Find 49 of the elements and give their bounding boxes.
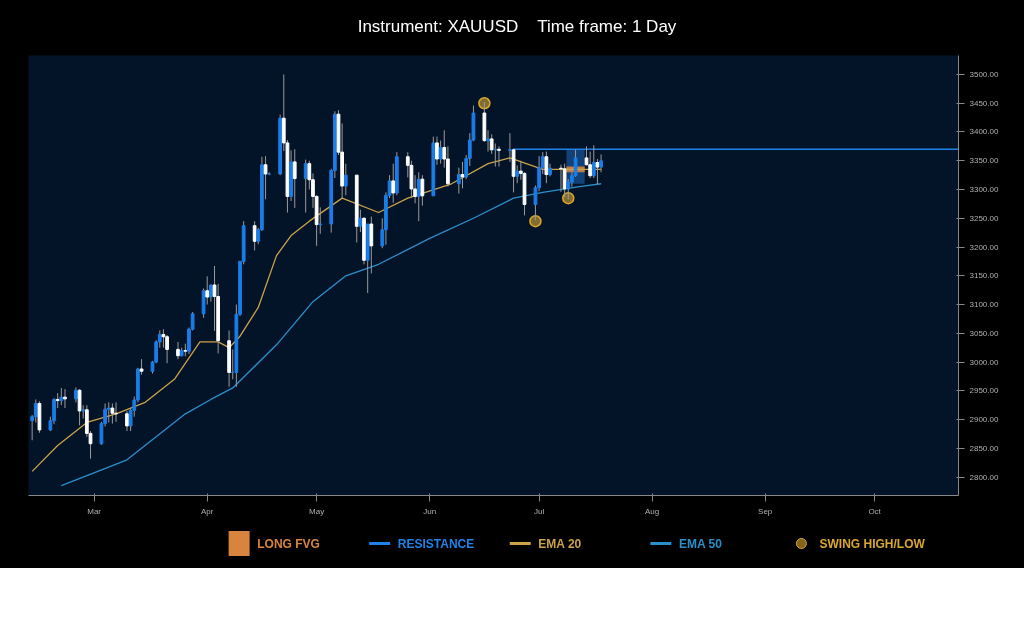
x-tick-label: Aug — [645, 506, 660, 516]
candlestick — [125, 410, 129, 432]
point — [529, 214, 542, 228]
x-tick-label: Sep — [758, 506, 773, 516]
y-tick-label: 3300.00 — [969, 185, 999, 195]
x-tick-label: Apr — [200, 506, 214, 516]
candlestick — [435, 136, 439, 166]
y-tick-label: 2900.00 — [969, 415, 999, 425]
chart-title: Instrument: XAUUSD Time frame: 1 Day — [357, 17, 677, 36]
legend-label: EMA 20 — [538, 536, 582, 551]
legend-label: SWING HIGH/LOW — [819, 536, 926, 551]
legend-label: LONG FVG — [257, 536, 320, 551]
y-tick-label: 3150.00 — [969, 271, 999, 281]
x-tick-label: Jul — [533, 506, 545, 516]
candlestick — [369, 216, 374, 274]
y-tick-label: 3200.00 — [969, 242, 999, 252]
y-tick-label: 2950.00 — [969, 386, 999, 396]
y-tick-label: 3450.00 — [969, 98, 999, 108]
candlestick — [562, 163, 567, 198]
y-tick-label: 2850.00 — [969, 443, 999, 453]
candlestick — [420, 174, 425, 207]
y-tick-label: 3050.00 — [969, 328, 999, 338]
legend-label: RESISTANCE — [397, 536, 475, 551]
candlestick — [460, 161, 465, 189]
candlestick — [588, 151, 593, 179]
candlestick — [391, 163, 396, 204]
y-tick-label: 3100.00 — [969, 300, 999, 310]
candlestick — [343, 163, 348, 196]
candlestick — [508, 132, 512, 163]
candlestick — [595, 158, 600, 185]
candlestick — [110, 402, 115, 425]
legend-label: EMA 50 — [678, 536, 723, 551]
candlestick — [106, 401, 111, 423]
y-tick-label: 3250.00 — [969, 213, 999, 223]
y-tick-label: 3350.00 — [969, 156, 999, 166]
y-tick-label: 3000.00 — [969, 357, 999, 367]
candlestick — [318, 206, 323, 235]
point — [478, 97, 491, 110]
x-tick-label: Jun — [423, 506, 437, 516]
x-tick-label: Mar — [87, 506, 102, 516]
x-tick-label: May — [309, 506, 325, 516]
y-tick-label: 3500.00 — [969, 69, 999, 79]
candlestick — [358, 209, 363, 233]
y-tick-label: 3400.00 — [969, 127, 999, 137]
y-tick-label: 2800.00 — [969, 472, 999, 482]
candlestick — [486, 129, 490, 153]
candlestick — [176, 341, 180, 360]
x-tick-label: Oct — [868, 506, 882, 516]
candlestick — [497, 145, 501, 168]
